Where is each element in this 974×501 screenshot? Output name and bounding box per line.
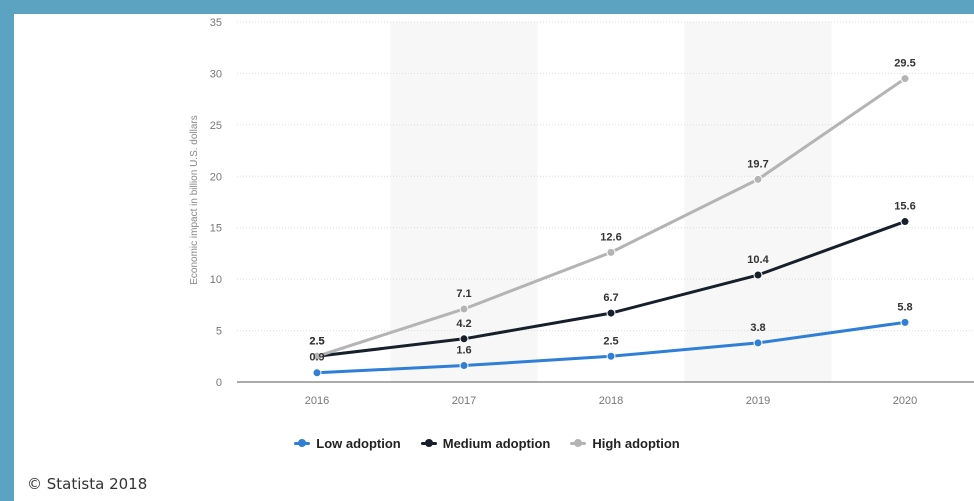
legend-marker-icon xyxy=(420,438,437,448)
data-label: 1.6 xyxy=(456,345,471,357)
y-axis-label: Economic impact in billion U.S. dollars xyxy=(189,115,200,285)
legend-label: Low adoption xyxy=(316,435,401,451)
data-label: 6.7 xyxy=(603,292,618,304)
frame-top-border xyxy=(0,0,974,14)
legend: Low adoption Medium adoption High adoption xyxy=(0,433,974,453)
y-tick-label: 15 xyxy=(210,223,222,235)
data-point[interactable] xyxy=(312,351,322,361)
y-tick-label: 0 xyxy=(216,377,222,389)
data-point[interactable] xyxy=(900,317,910,327)
x-tick-label: 2016 xyxy=(305,395,329,407)
x-tick-label: 2020 xyxy=(893,395,917,407)
data-label: 29.5 xyxy=(894,58,915,70)
copyright-text: © Statista 2018 xyxy=(27,475,148,493)
data-label: 12.6 xyxy=(600,231,621,243)
y-tick-label: 5 xyxy=(216,326,222,338)
data-point[interactable] xyxy=(900,74,910,84)
legend-item-high-adoption[interactable]: High adoption xyxy=(570,435,680,451)
data-point[interactable] xyxy=(606,247,616,257)
data-point[interactable] xyxy=(753,270,763,280)
y-tick-label: 30 xyxy=(210,68,222,80)
legend-marker-icon xyxy=(570,438,587,448)
category-band xyxy=(684,22,832,382)
data-point[interactable] xyxy=(459,334,469,344)
y-tick-label: 20 xyxy=(210,171,222,183)
data-point[interactable] xyxy=(459,304,469,314)
data-label: 3.8 xyxy=(750,322,765,334)
y-tick-label: 10 xyxy=(210,274,222,286)
data-point[interactable] xyxy=(753,338,763,348)
legend-item-low-adoption[interactable]: Low adoption xyxy=(294,435,401,451)
data-label: 2.5 xyxy=(603,335,618,347)
legend-label: Medium adoption xyxy=(442,435,551,451)
data-label: 19.7 xyxy=(747,158,768,170)
data-label: 7.1 xyxy=(456,288,471,300)
data-label: 0.9 xyxy=(309,352,324,364)
data-label: 2.5 xyxy=(309,335,324,347)
legend-label: High adoption xyxy=(592,435,680,451)
data-point[interactable] xyxy=(900,217,910,227)
y-tick-label: 25 xyxy=(210,120,222,132)
legend-item-medium-adoption[interactable]: Medium adoption xyxy=(420,435,551,451)
category-band xyxy=(390,22,538,382)
data-label: 10.4 xyxy=(747,254,769,266)
data-point[interactable] xyxy=(753,174,763,184)
data-label: 5.8 xyxy=(897,301,912,313)
data-point[interactable] xyxy=(606,308,616,318)
data-label: 15.6 xyxy=(894,201,915,213)
data-point[interactable] xyxy=(312,368,322,378)
frame-left-border xyxy=(0,0,14,501)
data-point[interactable] xyxy=(606,351,616,361)
data-label: 4.2 xyxy=(456,318,471,330)
data-label: 2.5 xyxy=(309,335,324,347)
legend-marker-icon xyxy=(294,438,311,448)
x-tick-label: 2017 xyxy=(452,395,476,407)
y-tick-label: 35 xyxy=(210,17,222,29)
data-point[interactable] xyxy=(459,361,469,371)
x-tick-label: 2019 xyxy=(746,395,770,407)
x-tick-label: 2018 xyxy=(599,395,623,407)
